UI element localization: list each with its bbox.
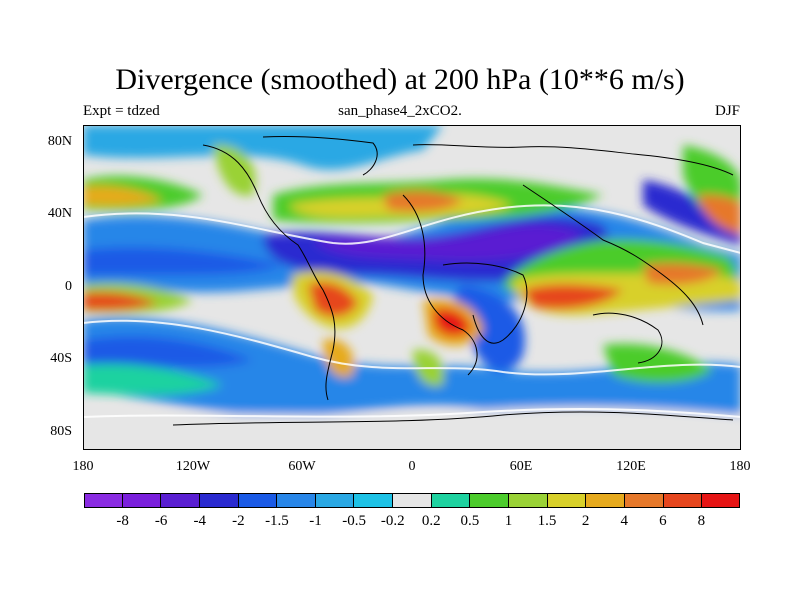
lat-label-0: 0 [65, 279, 72, 294]
colorbar-swatch [586, 493, 625, 508]
colorbar-swatch [238, 493, 278, 508]
lat-label-80s: 80S [50, 424, 72, 439]
colorbar [84, 493, 740, 508]
colorbar-swatch [470, 493, 510, 508]
colorbar-tick-label: -0.2 [380, 513, 405, 529]
colorbar-tick-label: 8 [697, 513, 706, 529]
colorbar-swatch [663, 493, 703, 508]
colorbar-swatch [431, 493, 471, 508]
colorbar-tick-label: 0.5 [460, 513, 480, 529]
season-label: DJF [714, 103, 740, 119]
colorbar-swatch [509, 493, 548, 508]
colorbar-tick-label: 0.2 [421, 513, 441, 529]
colorbar-tick-label: 2 [581, 513, 590, 529]
colorbar-tick-label: -1 [309, 513, 322, 529]
colorbar-tick-label: -4 [193, 513, 207, 529]
map-field [83, 125, 741, 450]
lat-label-40n: 40N [47, 206, 72, 221]
divergence-map [83, 125, 741, 450]
colorbar-swatch [199, 493, 239, 508]
colorbar-swatch [315, 493, 355, 508]
lon-label-0: 0 [408, 459, 416, 474]
colorbar-swatch [393, 493, 432, 508]
colorbar-tick-label: -8 [116, 513, 129, 529]
lat-label-40s: 40S [50, 351, 72, 366]
colorbar-tick-label: 1.5 [537, 513, 557, 529]
lon-label-180e: 180 [729, 459, 751, 474]
lon-label-60e: 60E [509, 459, 533, 474]
colorbar-swatch [84, 493, 123, 508]
colorbar-tick-label: -2 [232, 513, 245, 529]
colorbar-swatch [702, 493, 740, 508]
lon-label-60w: 60W [288, 459, 316, 474]
colorbar-tick-label: 4 [620, 513, 628, 529]
lat-label-80n: 80N [47, 134, 72, 149]
plot-title: Divergence (smoothed) at 200 hPa (10**6 … [115, 63, 685, 96]
colorbar-swatch [547, 493, 587, 508]
experiment-name: san_phase4_2xCO2. [338, 103, 462, 119]
lon-label-180w: 180 [72, 459, 94, 474]
colorbar-tick-label: -6 [154, 513, 168, 529]
colorbar-swatch [122, 493, 162, 508]
colorbar-tick-label: 6 [659, 513, 667, 529]
colorbar-swatch [277, 493, 316, 508]
colorbar-tick-label: 1 [504, 513, 513, 529]
lon-label-120w: 120W [175, 459, 211, 474]
colorbar-swatch [161, 493, 200, 508]
lon-label-120e: 120E [616, 459, 646, 474]
colorbar-tick-label: -1.5 [265, 513, 289, 529]
colorbar-swatch [354, 493, 394, 508]
colorbar-swatch [624, 493, 664, 508]
colorbar-tick-label: -0.5 [342, 513, 366, 529]
experiment-label: Expt = tdzed [83, 103, 160, 119]
colorbar-frame [84, 493, 740, 508]
